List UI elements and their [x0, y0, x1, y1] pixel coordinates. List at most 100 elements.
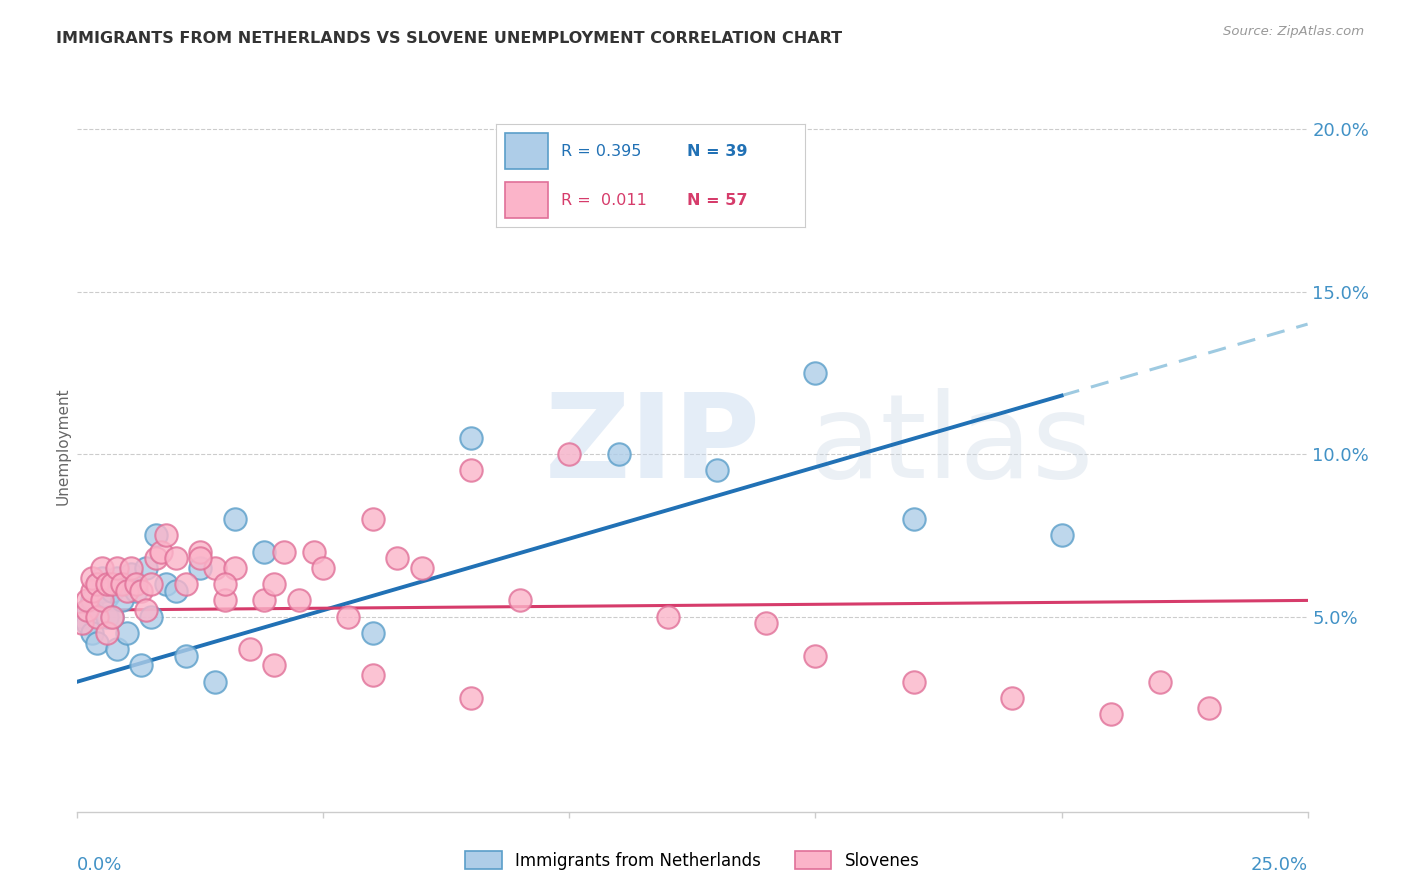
Point: [273, 544, 295, 558]
Point: [121, 567, 143, 582]
Point: [125, 577, 148, 591]
Point: [115, 583, 138, 598]
Point: [302, 544, 325, 558]
Point: [125, 583, 148, 598]
Point: [121, 561, 143, 575]
Point: [224, 561, 246, 575]
Point: [155, 577, 177, 591]
Point: [509, 593, 531, 607]
Point: [82, 571, 104, 585]
Point: [263, 658, 285, 673]
Point: [411, 561, 433, 575]
Point: [96, 590, 118, 604]
Legend: Immigrants from Netherlands, Slovenes: Immigrants from Netherlands, Slovenes: [458, 845, 927, 877]
Point: [82, 593, 104, 607]
Point: [337, 609, 360, 624]
Point: [361, 626, 384, 640]
Point: [804, 366, 827, 380]
Point: [131, 658, 153, 673]
Point: [509, 203, 531, 218]
Point: [1050, 528, 1073, 542]
Point: [90, 583, 114, 598]
Point: [706, 463, 728, 477]
Text: N = 57: N = 57: [688, 193, 748, 208]
Point: [190, 544, 212, 558]
Point: [135, 603, 157, 617]
Point: [804, 648, 827, 663]
Point: [460, 690, 482, 705]
Point: [755, 616, 778, 631]
Point: [312, 561, 335, 575]
Point: [190, 561, 212, 575]
Point: [903, 674, 925, 689]
Point: [82, 583, 104, 598]
Point: [90, 571, 114, 585]
Point: [131, 583, 153, 598]
Point: [86, 577, 108, 591]
Point: [101, 577, 124, 591]
Y-axis label: Unemployment: Unemployment: [55, 387, 70, 505]
Point: [239, 642, 262, 657]
Point: [253, 593, 276, 607]
Point: [174, 577, 197, 591]
Point: [101, 609, 124, 624]
Point: [1001, 690, 1024, 705]
Point: [253, 544, 276, 558]
Point: [607, 447, 630, 461]
Point: [76, 603, 98, 617]
Point: [387, 551, 409, 566]
Point: [174, 648, 197, 663]
Point: [105, 642, 128, 657]
Point: [145, 528, 167, 542]
Point: [155, 528, 177, 542]
Text: N = 39: N = 39: [688, 144, 748, 159]
Point: [361, 512, 384, 526]
Point: [115, 577, 138, 591]
Point: [96, 609, 118, 624]
Point: [86, 577, 108, 591]
Point: [96, 577, 118, 591]
Point: [1149, 674, 1171, 689]
Text: ZIP: ZIP: [546, 389, 761, 503]
Point: [101, 583, 124, 598]
Point: [204, 561, 226, 575]
Point: [115, 626, 138, 640]
Point: [141, 609, 163, 624]
Point: [263, 577, 285, 591]
Point: [460, 431, 482, 445]
Point: [558, 447, 581, 461]
Point: [190, 551, 212, 566]
Point: [105, 571, 128, 585]
Point: [657, 609, 679, 624]
Text: 25.0%: 25.0%: [1250, 855, 1308, 873]
Point: [460, 463, 482, 477]
FancyBboxPatch shape: [505, 133, 548, 169]
Point: [82, 626, 104, 640]
Point: [150, 544, 173, 558]
Point: [141, 577, 163, 591]
Text: R = 0.395: R = 0.395: [561, 144, 641, 159]
Point: [224, 512, 246, 526]
Point: [214, 593, 236, 607]
Point: [214, 577, 236, 591]
Point: [90, 561, 114, 575]
Point: [361, 668, 384, 682]
Point: [111, 577, 132, 591]
Text: Source: ZipAtlas.com: Source: ZipAtlas.com: [1223, 25, 1364, 38]
Point: [86, 635, 108, 649]
Point: [76, 593, 98, 607]
Point: [204, 674, 226, 689]
Point: [101, 609, 124, 624]
Text: R =  0.011: R = 0.011: [561, 193, 647, 208]
Point: [145, 551, 167, 566]
Point: [165, 551, 187, 566]
Point: [1099, 707, 1122, 722]
Text: 0.0%: 0.0%: [77, 855, 122, 873]
Point: [90, 593, 114, 607]
Point: [105, 561, 128, 575]
Text: IMMIGRANTS FROM NETHERLANDS VS SLOVENE UNEMPLOYMENT CORRELATION CHART: IMMIGRANTS FROM NETHERLANDS VS SLOVENE U…: [56, 31, 842, 46]
Text: atlas: atlas: [810, 389, 1095, 503]
Point: [1198, 700, 1220, 714]
FancyBboxPatch shape: [505, 183, 548, 219]
Point: [96, 626, 118, 640]
